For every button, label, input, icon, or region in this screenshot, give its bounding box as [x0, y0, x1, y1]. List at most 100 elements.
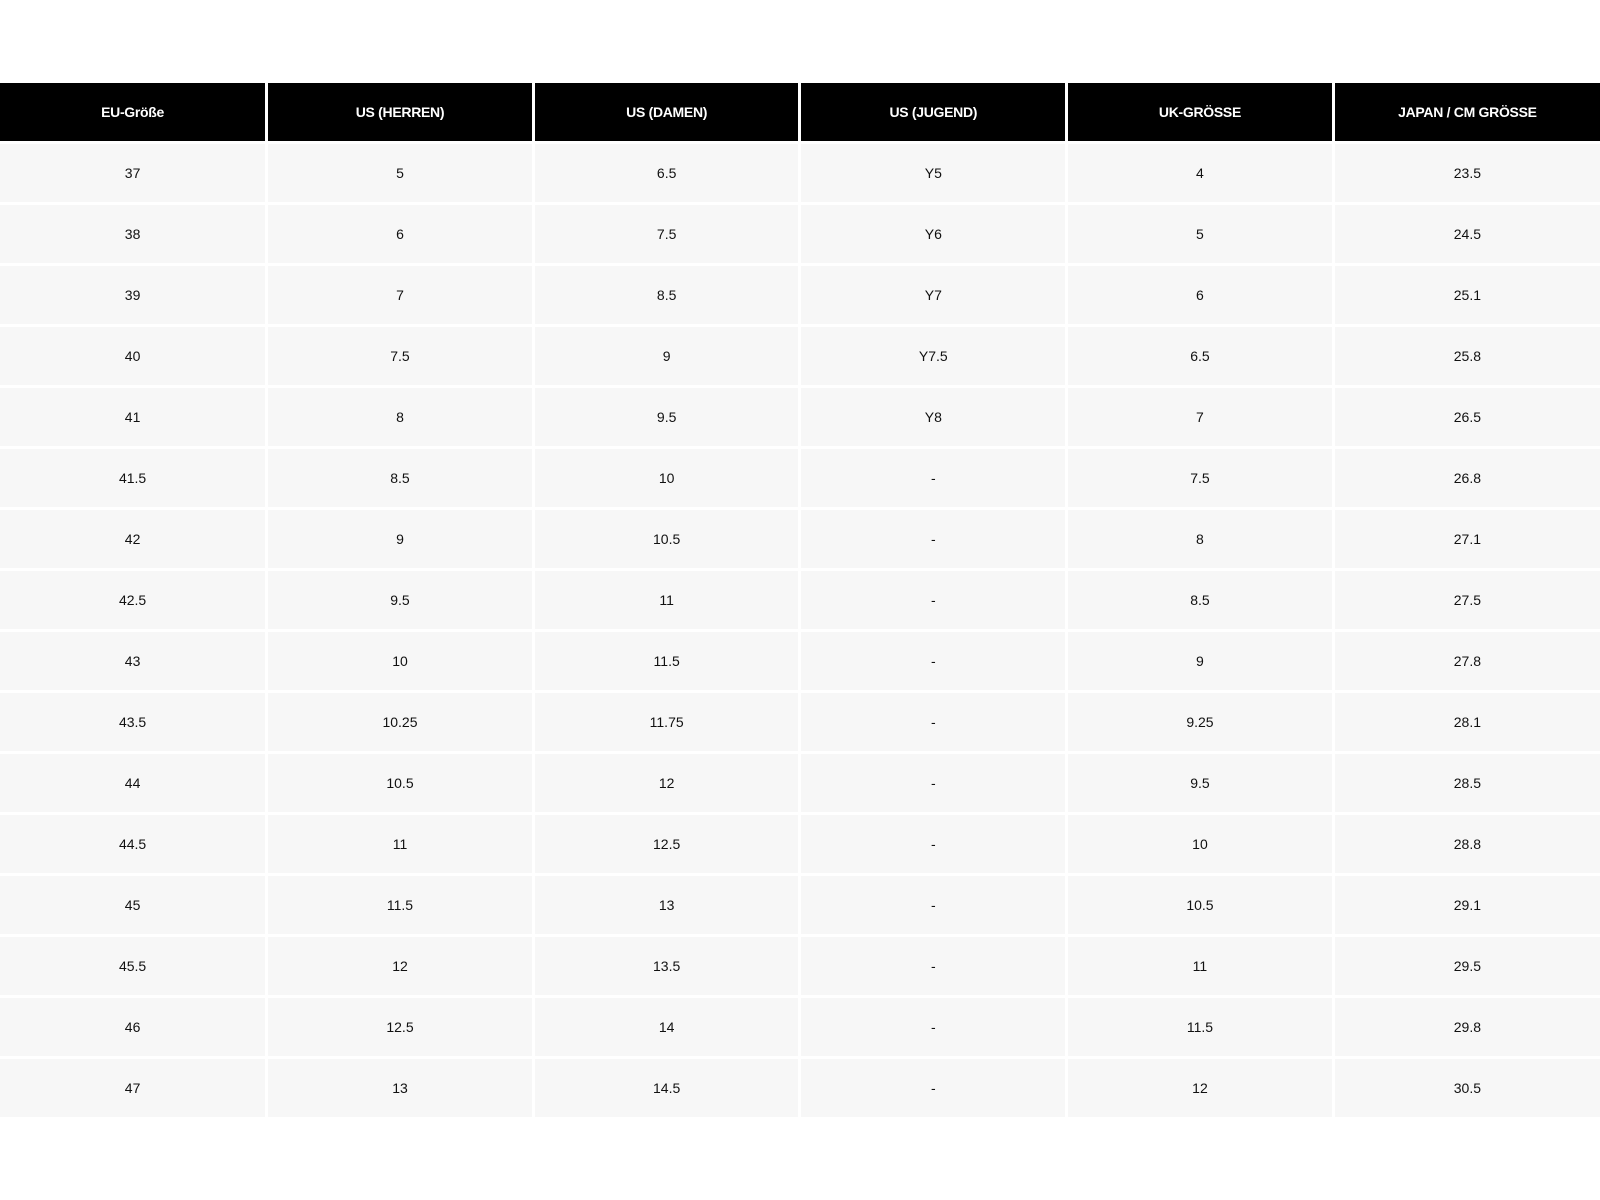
table-cell: 7.5 [1065, 446, 1334, 509]
table-cell: - [798, 690, 1067, 753]
table-cell: 46 [0, 995, 267, 1058]
table-row: 45 11.5 13-10.5 29.1 [0, 873, 1600, 936]
table-cell: Y7 [798, 263, 1067, 326]
table-row: 42.5 9.5 11-8.5 27.5 [0, 568, 1600, 631]
table-cell: 10.5 [1065, 873, 1334, 936]
table-cell: 8.5 [1065, 568, 1334, 631]
column-header: JAPAN / CM GRÖSSE [1331, 83, 1600, 143]
table-cell: 4 [1065, 141, 1334, 204]
table-cell: 9.5 [1065, 751, 1334, 814]
table-cell: 43.5 [0, 690, 267, 753]
table-cell: 45 [0, 873, 267, 936]
table-cell: 7 [265, 263, 534, 326]
table-cell: Y8 [798, 385, 1067, 448]
column-header: UK-GRÖSSE [1065, 83, 1334, 143]
table-cell: 37 [0, 141, 267, 204]
table-cell: 13 [531, 873, 800, 936]
table-cell: 27.5 [1331, 568, 1600, 631]
table-cell: 8 [265, 385, 534, 448]
table-cell: 27.1 [1331, 507, 1600, 570]
table-row: 47 13 14.5-12 30.5 [0, 1056, 1600, 1117]
table-cell: - [798, 568, 1067, 631]
table-cell: 14.5 [531, 1056, 800, 1117]
table-cell: 6.5 [1065, 324, 1334, 387]
table-cell: - [798, 934, 1067, 997]
size-chart-table: EU-Größe US (HERREN) US (DAMEN) US (JUGEND)… [0, 83, 1600, 1117]
table-row: 44 10.5 12-9.5 28.5 [0, 751, 1600, 814]
table-cell: 10 [1065, 812, 1334, 875]
table-cell: Y5 [798, 141, 1067, 204]
table-row: 38 6 7.5 Y6 5 24.5 [0, 202, 1600, 265]
table-cell: 45.5 [0, 934, 267, 997]
header-row: EU-Größe US (HERREN) US (DAMEN) US (JUGEND)… [0, 83, 1600, 143]
table-cell: 10.25 [265, 690, 534, 753]
table-cell: - [798, 1056, 1067, 1117]
table-cell: 28.5 [1331, 751, 1600, 814]
table-cell: 11.75 [531, 690, 800, 753]
table-cell: 12 [531, 751, 800, 814]
table-cell: 11.5 [265, 873, 534, 936]
table-cell: 6 [265, 202, 534, 265]
table-row: 41.5 8.5 10-7.5 26.8 [0, 446, 1600, 509]
table-cell: 7.5 [265, 324, 534, 387]
table-cell: 8 [1065, 507, 1334, 570]
table-cell: 28.1 [1331, 690, 1600, 753]
table-cell: 47 [0, 1056, 267, 1117]
table-cell: 25.1 [1331, 263, 1600, 326]
table-row: 43.5 10.25 11.75-9.25 28.1 [0, 690, 1600, 753]
table-row: 46 12.5 14-11.5 29.8 [0, 995, 1600, 1058]
table-row: 42 9 10.5-8 27.1 [0, 507, 1600, 570]
table-cell: 13.5 [531, 934, 800, 997]
table-cell: 38 [0, 202, 267, 265]
table-cell: - [798, 446, 1067, 509]
table-cell: 5 [1065, 202, 1334, 265]
table-cell: 6.5 [531, 141, 800, 204]
table-cell: 26.5 [1331, 385, 1600, 448]
table-cell: 9 [1065, 629, 1334, 692]
table-cell: 40 [0, 324, 267, 387]
table-cell: 11 [1065, 934, 1334, 997]
table-row: 43 10 11.5-9 27.8 [0, 629, 1600, 692]
table-cell: 9.5 [531, 385, 800, 448]
table-cell: Y6 [798, 202, 1067, 265]
table-cell: 12 [1065, 1056, 1334, 1117]
table-cell: - [798, 629, 1067, 692]
table-cell: 10 [265, 629, 534, 692]
column-header: US (JUGEND) [798, 83, 1067, 143]
table-cell: 28.8 [1331, 812, 1600, 875]
table-cell: 29.5 [1331, 934, 1600, 997]
table-cell: 42 [0, 507, 267, 570]
table-cell: 14 [531, 995, 800, 1058]
table-cell: 23.5 [1331, 141, 1600, 204]
table-cell: 30.5 [1331, 1056, 1600, 1117]
table-cell: 39 [0, 263, 267, 326]
table-cell: 9 [265, 507, 534, 570]
table-cell: 7 [1065, 385, 1334, 448]
table-cell: 43 [0, 629, 267, 692]
table-cell: 10 [531, 446, 800, 509]
table-cell: 13 [265, 1056, 534, 1117]
table-cell: - [798, 507, 1067, 570]
table-cell: 11.5 [1065, 995, 1334, 1058]
table-header: EU-Größe US (HERREN) US (DAMEN) US (JUGEND)… [0, 83, 1600, 143]
table-cell: 29.8 [1331, 995, 1600, 1058]
table-cell: 24.5 [1331, 202, 1600, 265]
table-cell: 26.8 [1331, 446, 1600, 509]
table-cell: 12.5 [531, 812, 800, 875]
column-header: EU-Größe [0, 83, 267, 143]
table-cell: 9.25 [1065, 690, 1334, 753]
table-cell: 12.5 [265, 995, 534, 1058]
table-cell: - [798, 873, 1067, 936]
table-body: 37 5 6.5 Y5 4 23.5 38 6 7.5 Y6 5 24.5 39 7 8.5 Y7 6 25.1 4… [0, 141, 1600, 1117]
column-header: US (DAMEN) [531, 83, 800, 143]
table-cell: 42.5 [0, 568, 267, 631]
table-cell: 44.5 [0, 812, 267, 875]
table-cell: - [798, 751, 1067, 814]
table-cell: 5 [265, 141, 534, 204]
table-cell: 11 [531, 568, 800, 631]
table-cell: 11.5 [531, 629, 800, 692]
table-row: 45.5 12 13.5-11 29.5 [0, 934, 1600, 997]
table-cell: 8.5 [265, 446, 534, 509]
table-cell: 12 [265, 934, 534, 997]
table-row: 39 7 8.5 Y7 6 25.1 [0, 263, 1600, 326]
